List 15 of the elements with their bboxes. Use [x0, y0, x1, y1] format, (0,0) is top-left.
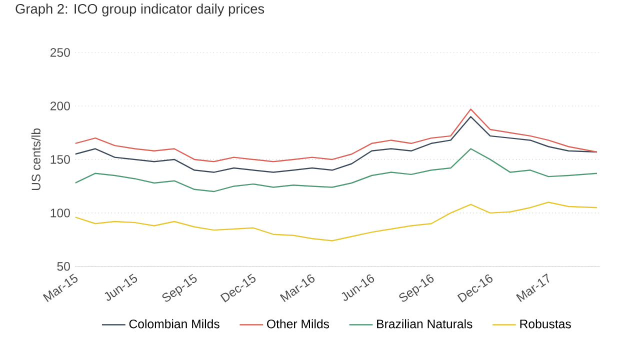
line-series	[75, 148, 598, 192]
y-tick-label: 200	[50, 102, 70, 110]
line-series	[75, 108, 598, 162]
legend-label: Brazilian Naturals	[377, 319, 472, 328]
line-series	[75, 202, 598, 242]
legend-label: Other Milds	[267, 319, 330, 328]
y-tick-label: 50	[57, 262, 70, 271]
y-axis-title: US cents/lb	[31, 128, 40, 190]
y-tick-label: 150	[50, 155, 70, 164]
legend-label: Robustas	[520, 319, 571, 328]
y-tick-label: 250	[50, 48, 70, 58]
y-tick-label: 100	[50, 208, 70, 218]
chart-title: Graph 2: ICO group indicator daily prices	[16, 4, 264, 17]
legend-label: Colombian Milds	[129, 319, 220, 328]
line-series	[75, 116, 598, 174]
